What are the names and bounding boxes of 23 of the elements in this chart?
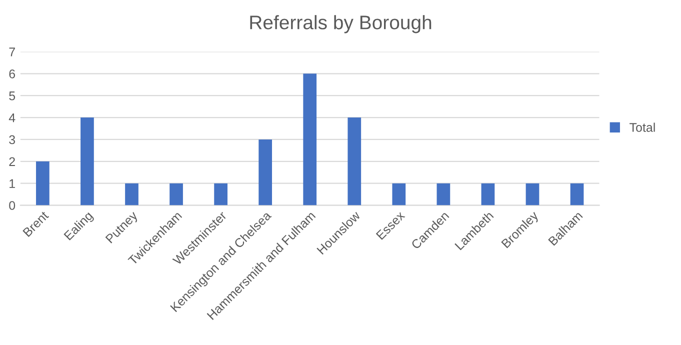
bar: [570, 183, 584, 206]
legend-label: Total: [630, 122, 655, 132]
bar: [36, 161, 50, 206]
chart-title: Referrals by Borough: [250, 15, 432, 34]
bar: [481, 183, 495, 206]
bar: [80, 118, 94, 206]
y-tick-label: 3: [9, 135, 16, 144]
y-tick-label: 0: [9, 201, 16, 210]
bar: [392, 183, 406, 206]
bar: [436, 183, 450, 206]
y-tick-label: 6: [9, 69, 16, 78]
y-tick-label: 1: [10, 179, 15, 188]
bar: [125, 183, 138, 206]
bar: [258, 139, 272, 206]
bar: [303, 74, 317, 206]
bar: [170, 183, 183, 206]
bar: [526, 183, 540, 206]
y-tick-label: 7: [9, 48, 15, 56]
y-tick-label: 5: [9, 92, 16, 100]
y-tick-label: 2: [9, 157, 15, 166]
bar: [214, 183, 228, 206]
bar: [348, 118, 362, 206]
y-tick-label: 4: [8, 113, 16, 122]
